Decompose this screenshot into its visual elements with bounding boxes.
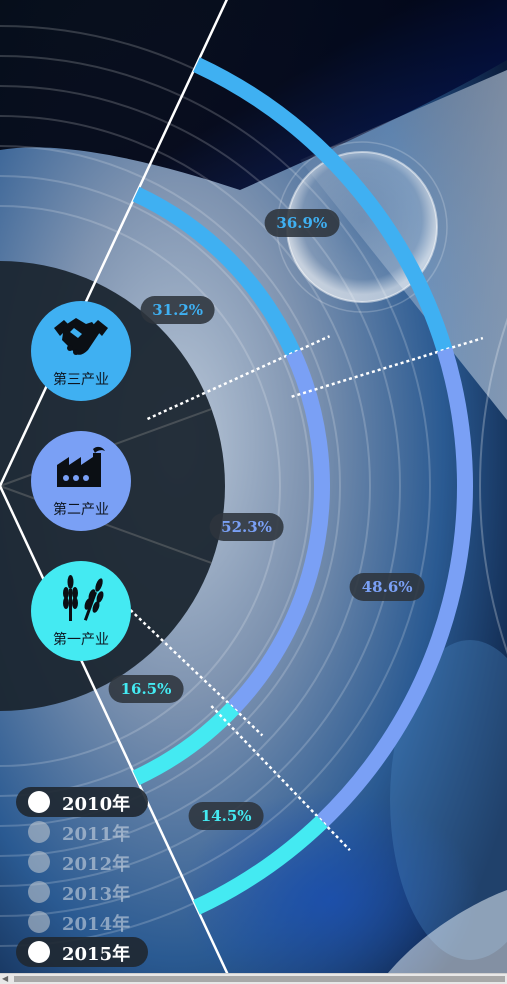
arc-segment-2015年-第三产业 (197, 65, 445, 350)
scrollbar-thumb[interactable] (14, 976, 505, 982)
year-dot (28, 791, 50, 813)
horizontal-scrollbar[interactable]: ◀ (0, 973, 507, 984)
wheat-icon (54, 573, 108, 625)
year-dot (28, 881, 50, 903)
value-pill: 52.3% (209, 513, 284, 541)
year-dot (28, 851, 50, 873)
year-label: 2012年 (62, 850, 130, 876)
sector-label-tertiary: 第三产业 (31, 369, 131, 389)
year-label: 2010年 (62, 790, 130, 816)
year-button-2011[interactable]: 2011年 (16, 817, 148, 847)
factory-icon (55, 445, 107, 493)
scroll-left-arrow-icon[interactable]: ◀ (2, 974, 8, 983)
year-label: 2014年 (62, 910, 130, 936)
segment-divider (117, 598, 262, 736)
year-label: 2013年 (62, 880, 130, 906)
year-label: 2011年 (62, 820, 130, 846)
sector-label-primary: 第一产业 (31, 629, 131, 649)
sector-label-secondary: 第二产业 (31, 499, 131, 519)
value-pill: 48.6% (350, 573, 425, 601)
year-dot (28, 911, 50, 933)
sector-primary: 第一产业 (31, 561, 131, 661)
year-button-2014[interactable]: 2014年 (16, 907, 148, 937)
value-pill: 14.5% (189, 802, 264, 830)
year-dot (28, 821, 50, 843)
year-dot (28, 941, 50, 963)
year-button-2015[interactable]: 2015年 (16, 937, 148, 967)
value-pill: 16.5% (109, 675, 184, 703)
year-button-2010[interactable]: 2010年 (16, 787, 148, 817)
arc-segment-2010年-第一产业 (136, 708, 233, 778)
value-pill: 36.9% (264, 209, 339, 237)
value-pill: 31.2% (140, 296, 215, 324)
year-button-2012[interactable]: 2012年 (16, 847, 148, 877)
year-label: 2015年 (62, 940, 130, 966)
handshake-icon (52, 314, 110, 364)
year-button-2013[interactable]: 2013年 (16, 877, 148, 907)
arc-segment-2015年-第一产业 (197, 821, 323, 907)
sector-tertiary: 第三产业 (31, 301, 131, 401)
sector-secondary: 第二产业 (31, 431, 131, 531)
